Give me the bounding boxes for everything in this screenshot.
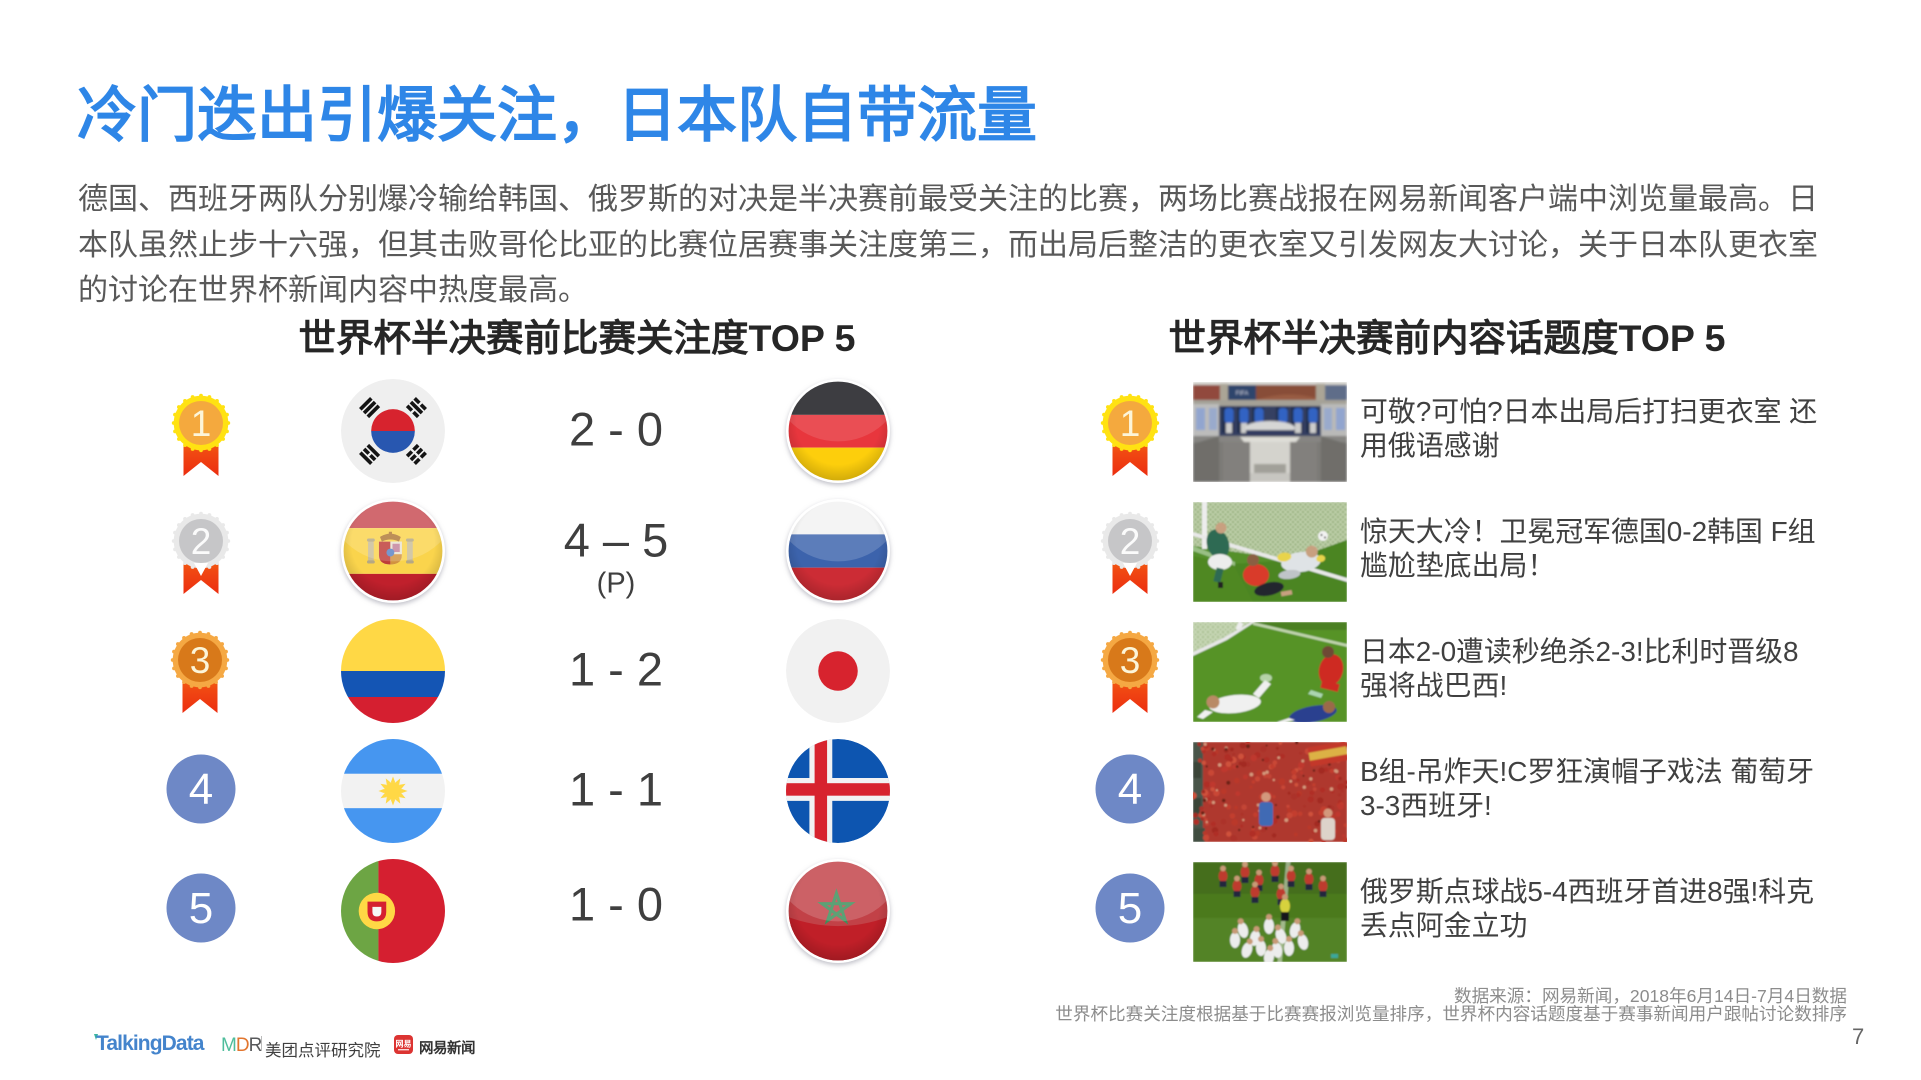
svg-text:2: 2	[191, 521, 212, 562]
svg-text:1: 1	[191, 403, 212, 444]
svg-text:3: 3	[1120, 640, 1141, 681]
svg-text:1: 1	[1120, 403, 1141, 444]
svg-text:4: 4	[1118, 765, 1142, 814]
svg-text:3: 3	[190, 640, 211, 681]
svg-text:4: 4	[189, 765, 213, 814]
svg-text:网易: 网易	[396, 1040, 412, 1049]
svg-text:5: 5	[1118, 884, 1142, 933]
svg-text:5: 5	[189, 884, 213, 933]
svg-text:2: 2	[1120, 521, 1141, 562]
